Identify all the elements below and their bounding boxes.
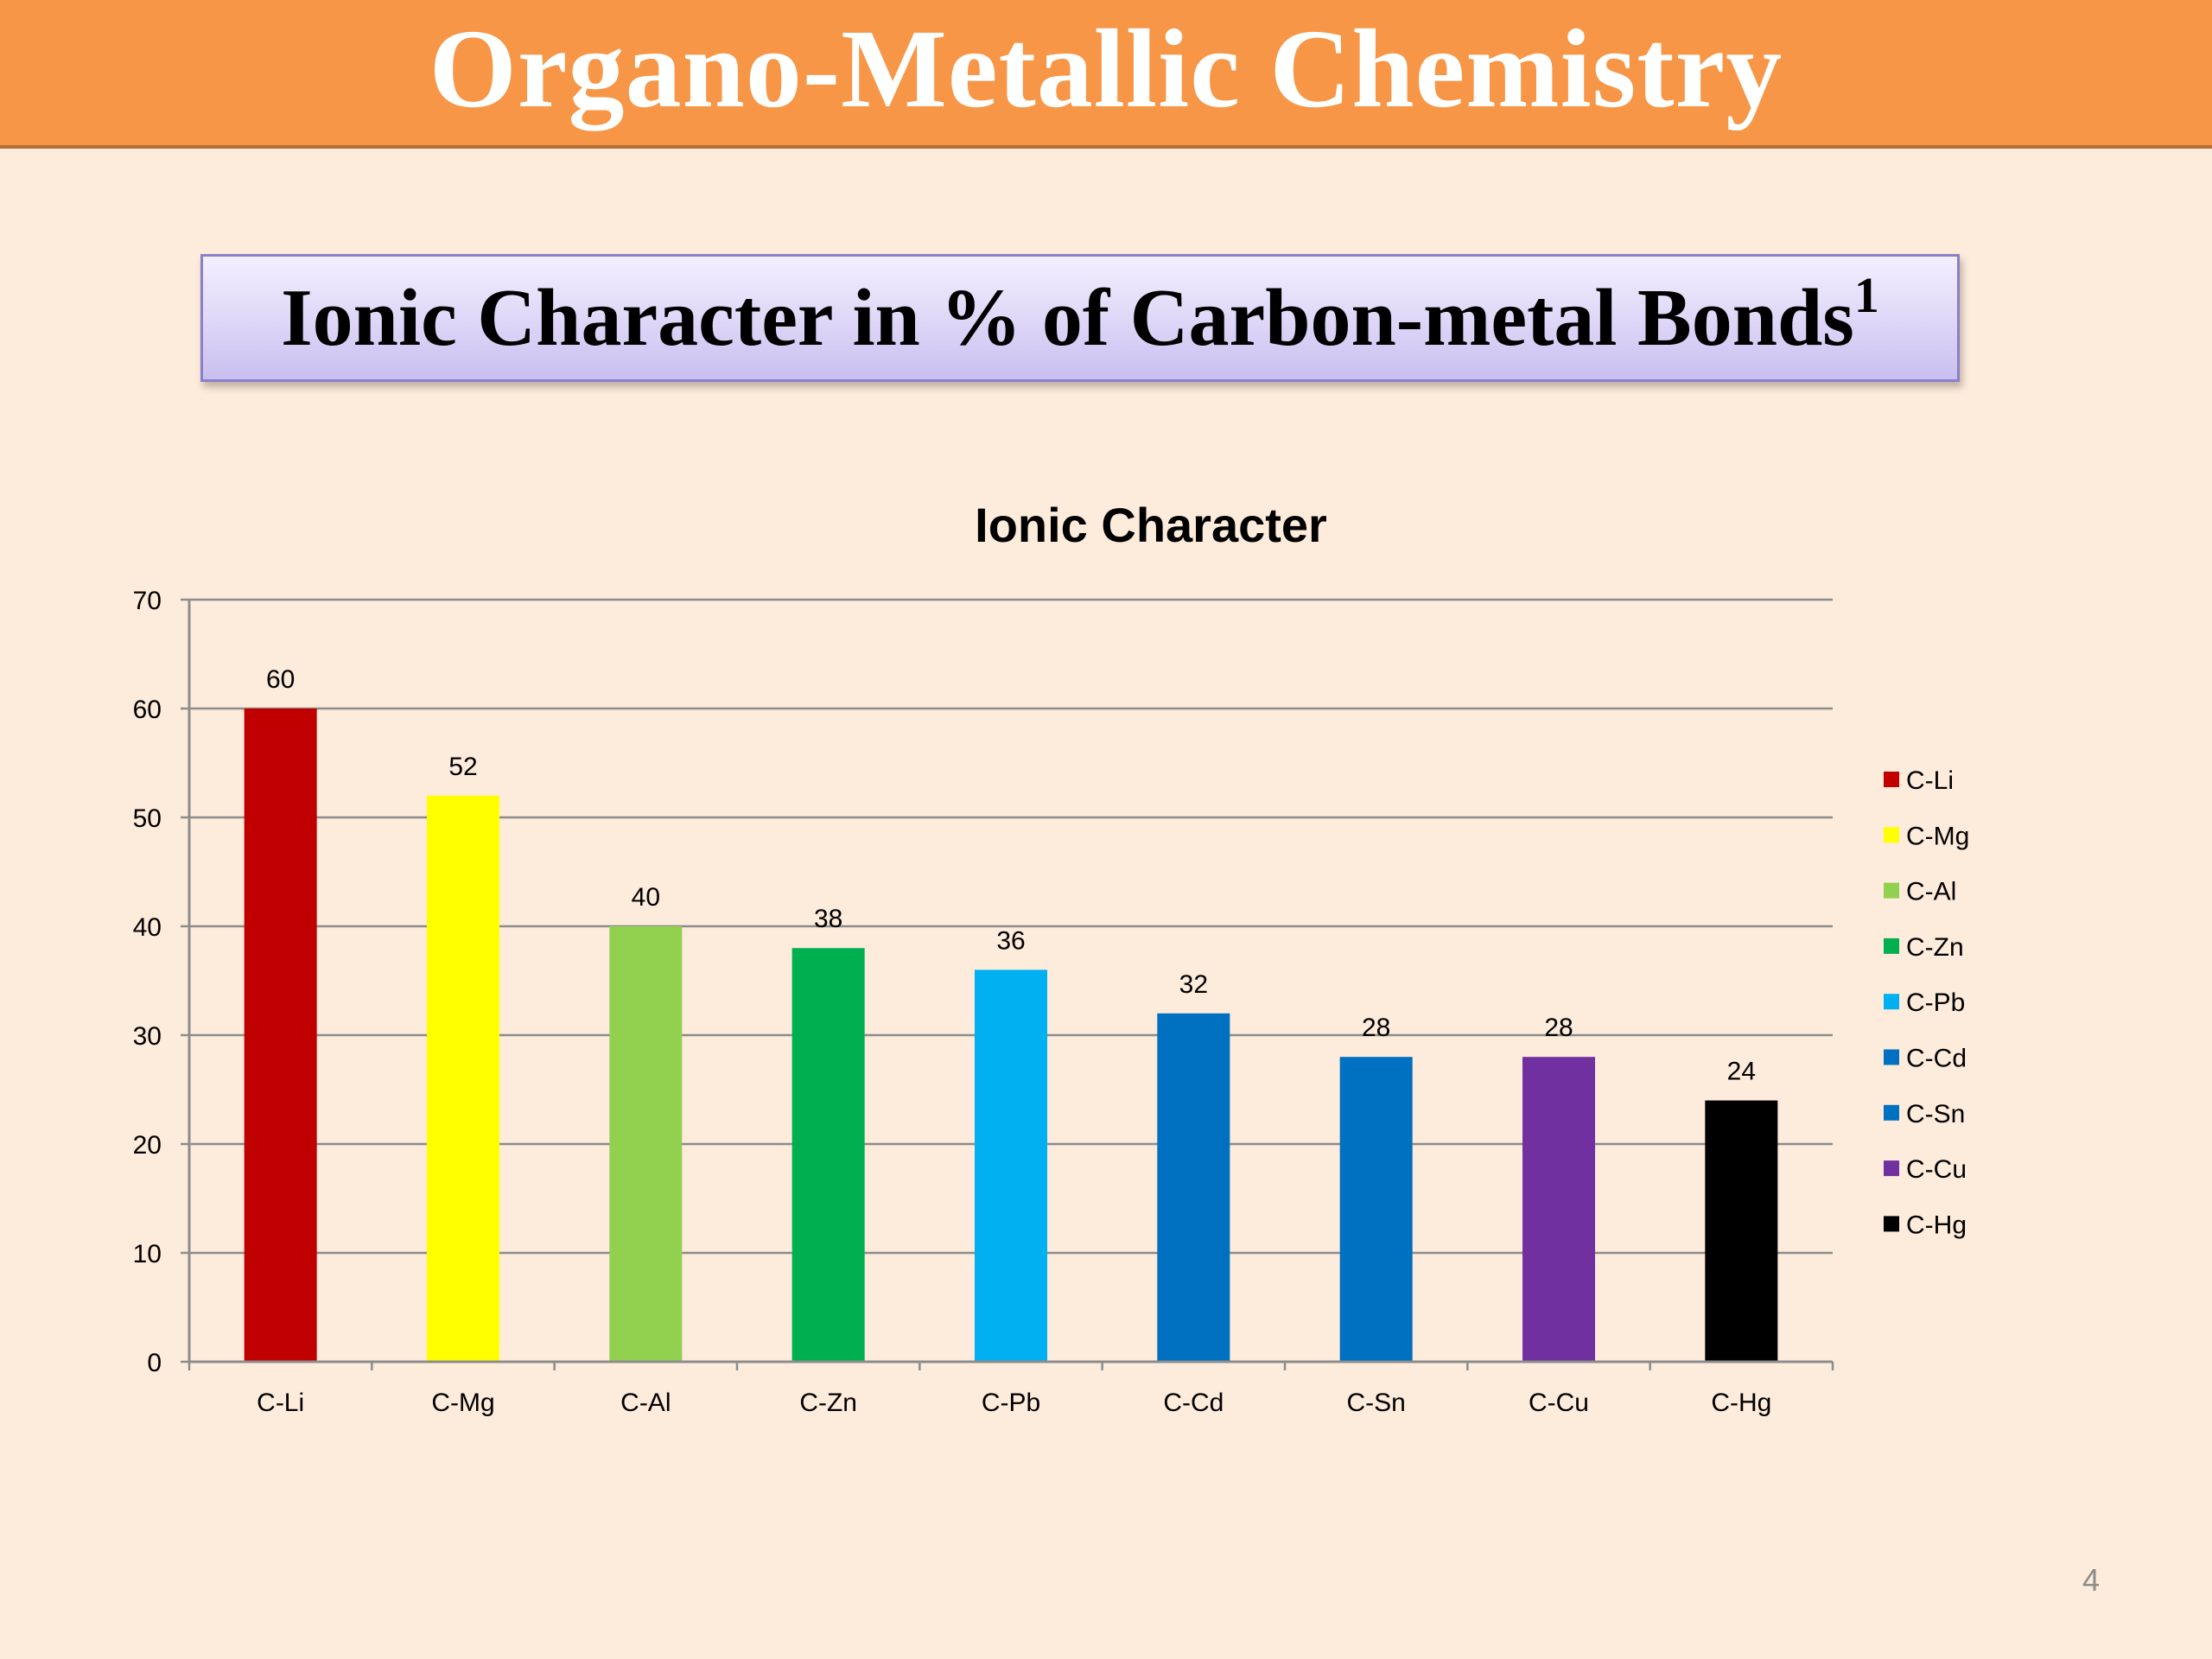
legend-label: C-Al: [1906, 878, 1956, 906]
y-tick-label: 10: [133, 1240, 162, 1268]
y-tick-label: 70: [133, 587, 162, 615]
slide-title: Organo-Metallic Chemistry: [429, 7, 1783, 131]
bar-c-hg: [1705, 1100, 1778, 1362]
x-tick-label: C-Sn: [1346, 1389, 1405, 1417]
y-tick-label: 50: [133, 804, 162, 833]
data-label: 60: [266, 665, 295, 694]
subtitle-box: Ionic Character in % of Carbon-metal Bon…: [200, 254, 1960, 382]
bar-c-mg: [427, 795, 499, 1362]
legend-swatch: [1884, 827, 1899, 843]
legend-label: C-Zn: [1906, 933, 1964, 962]
subtitle-footnote-marker: 1: [1853, 267, 1879, 323]
x-tick-label: C-Cu: [1529, 1389, 1589, 1417]
legend-label: C-Mg: [1906, 822, 1969, 850]
legend-swatch: [1884, 882, 1899, 899]
x-tick-label: C-Hg: [1711, 1389, 1771, 1417]
legend-swatch: [1884, 938, 1899, 954]
legend-swatch: [1884, 994, 1899, 1010]
data-labels: 60 52 40 38 36 32 28 28 24: [266, 665, 1756, 1086]
legend-swatch: [1884, 772, 1899, 787]
legend-label: C-Li: [1906, 766, 1954, 795]
bar-c-cu: [1522, 1057, 1595, 1362]
bar-c-li: [244, 709, 317, 1362]
y-tick-label: 60: [133, 696, 162, 724]
data-label: 52: [448, 753, 477, 781]
data-label: 40: [632, 883, 660, 912]
x-tick-label: C-Al: [620, 1389, 671, 1417]
x-tick-label: C-Mg: [431, 1389, 494, 1417]
bar-c-cd: [1157, 1013, 1230, 1362]
bar-c-al: [609, 926, 683, 1362]
axes: 0 10 20 30 40 50 60 70 C-Li C-Mg C-Al C-Zn C-Pb C-Cd C…: [133, 587, 1834, 1417]
data-label: 28: [1362, 1014, 1390, 1042]
legend-swatch: [1884, 1216, 1899, 1232]
x-tick-label: C-Cd: [1163, 1389, 1224, 1417]
y-tick-label: 30: [133, 1022, 162, 1051]
legend-swatch: [1884, 1104, 1899, 1121]
data-label: 28: [1544, 1014, 1573, 1042]
y-tick-label: 0: [147, 1349, 162, 1377]
legend-label: C-Pb: [1906, 988, 1965, 1017]
legend-label: C-Cd: [1906, 1045, 1967, 1073]
bars: [244, 709, 1778, 1362]
bar-c-pb: [975, 969, 1047, 1362]
chart-title: Ionic Character: [975, 498, 1327, 552]
data-label: 32: [1179, 970, 1208, 999]
x-tick-label: C-Pb: [982, 1389, 1040, 1417]
legend-swatch: [1884, 1049, 1899, 1065]
title-bar: Organo-Metallic Chemistry: [0, 0, 2212, 149]
legend-label: C-Cu: [1906, 1155, 1967, 1184]
slide-subtitle: Ionic Character in % of Carbon-metal Bon…: [281, 270, 1879, 365]
legend-swatch: [1884, 1160, 1899, 1177]
bar-c-sn: [1339, 1057, 1413, 1362]
data-label: 36: [996, 926, 1025, 955]
legend-label: C-Hg: [1906, 1211, 1967, 1239]
data-label: 38: [814, 905, 842, 933]
x-tick-label: C-Zn: [799, 1389, 857, 1417]
subtitle-main-text: Ionic Character in % of Carbon-metal Bon…: [281, 273, 1854, 363]
legend: C-Li C-Mg C-Al C-Zn C-Pb C-Cd C-Sn C-Cu C-Hg: [1884, 766, 1969, 1239]
x-tick-label: C-Li: [257, 1389, 304, 1417]
data-label: 24: [1727, 1058, 1756, 1086]
y-tick-label: 40: [133, 913, 162, 942]
bar-c-zn: [791, 948, 865, 1362]
legend-label: C-Sn: [1906, 1100, 1965, 1128]
slide-number: 4: [2082, 1562, 2100, 1598]
y-tick-label: 20: [133, 1131, 162, 1160]
